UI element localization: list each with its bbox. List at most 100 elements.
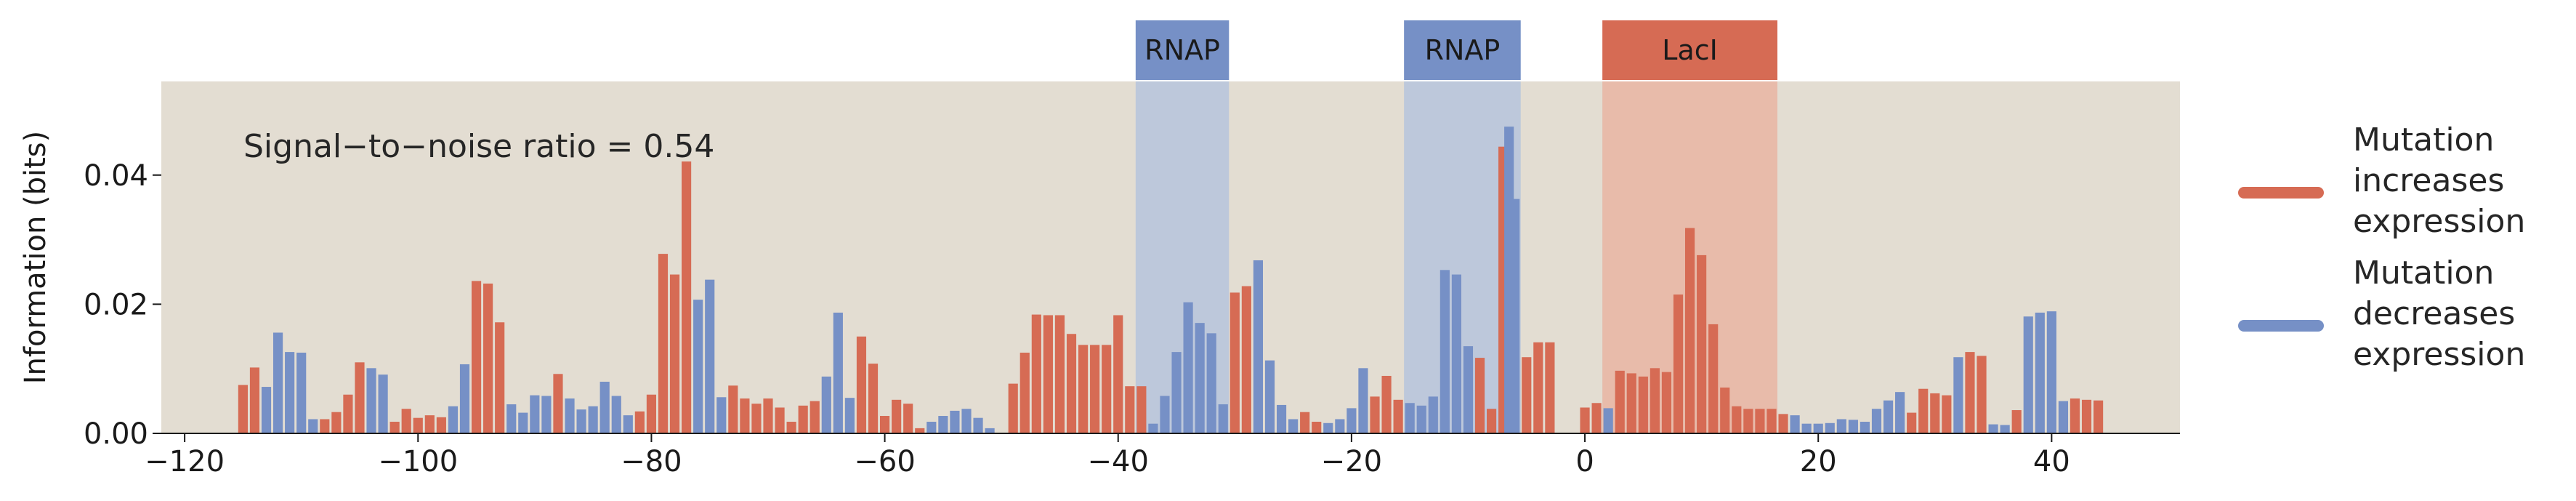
bar-decrease-33 bbox=[1171, 352, 1182, 433]
y-tick-label-0: 0.00 bbox=[84, 417, 148, 451]
region-header-laci-2 bbox=[1602, 20, 1778, 80]
bar-increase-20 bbox=[728, 385, 738, 433]
x-tick-label-5: −20 bbox=[1321, 445, 1382, 478]
bar-increase-47 bbox=[1241, 286, 1251, 433]
bar-increase-81 bbox=[1977, 356, 1987, 433]
bar-decrease-66 bbox=[1988, 424, 1998, 433]
bar-increase-80 bbox=[1965, 352, 1975, 433]
bar-decrease-61 bbox=[1860, 422, 1870, 433]
bar-increase-8 bbox=[413, 417, 423, 433]
bar-increase-60 bbox=[1591, 403, 1602, 433]
bar-decrease-40 bbox=[1276, 404, 1287, 433]
legend-label-decrease-line-0: Mutation bbox=[2353, 254, 2494, 292]
bar-increase-77 bbox=[1918, 388, 1929, 433]
x-tick-label-0: −120 bbox=[145, 445, 225, 478]
bar-decrease-57 bbox=[1813, 423, 1823, 433]
bar-increase-15 bbox=[634, 411, 645, 433]
bar-increase-71 bbox=[1732, 406, 1742, 433]
bar-increase-31 bbox=[892, 399, 902, 433]
bar-increase-42 bbox=[1102, 345, 1112, 433]
bar-decrease-45 bbox=[1358, 368, 1368, 433]
region-header-rnap-0 bbox=[1135, 20, 1230, 80]
bar-decrease-10 bbox=[518, 412, 528, 433]
bar-decrease-17 bbox=[611, 396, 621, 433]
bar-decrease-32 bbox=[1160, 396, 1170, 433]
region-label-rnap-0: RNAP bbox=[1144, 34, 1220, 66]
bar-decrease-19 bbox=[693, 300, 703, 433]
bar-decrease-59 bbox=[1836, 419, 1846, 433]
x-tick-label-8: 40 bbox=[2033, 445, 2070, 478]
bar-increase-69 bbox=[1708, 324, 1719, 433]
bar-increase-23 bbox=[763, 398, 773, 433]
bar-decrease-64 bbox=[1895, 392, 1905, 433]
bar-increase-58 bbox=[1545, 342, 1555, 433]
bar-increase-73 bbox=[1755, 409, 1765, 433]
bar-increase-70 bbox=[1720, 387, 1730, 433]
bar-increase-79 bbox=[1942, 395, 1952, 433]
x-tick-label-6: 0 bbox=[1575, 445, 1594, 478]
bar-decrease-35 bbox=[1195, 323, 1205, 433]
bar-decrease-44 bbox=[1346, 408, 1357, 433]
bar-decrease-28 bbox=[961, 409, 972, 433]
bar-increase-21 bbox=[740, 398, 750, 433]
bar-increase-62 bbox=[1626, 373, 1636, 433]
bar-decrease-20 bbox=[705, 279, 715, 433]
bar-increase-22 bbox=[751, 404, 762, 433]
bar-increase-67 bbox=[1684, 228, 1695, 433]
bar-increase-44 bbox=[1125, 386, 1135, 433]
bar-increase-76 bbox=[1907, 412, 1917, 433]
bar-decrease-22 bbox=[821, 376, 831, 433]
bar-decrease-71 bbox=[2058, 401, 2069, 433]
bar-increase-78 bbox=[1930, 393, 1940, 433]
bar-decrease-70 bbox=[2046, 311, 2056, 433]
bar-decrease-48 bbox=[1428, 396, 1438, 433]
bar-increase-13 bbox=[495, 322, 505, 433]
bar-increase-30 bbox=[880, 416, 890, 433]
bar-increase-0 bbox=[238, 385, 248, 433]
bar-increase-45 bbox=[1136, 386, 1147, 433]
bar-decrease-31 bbox=[1148, 423, 1158, 433]
bar-increase-74 bbox=[1767, 409, 1777, 433]
bar-increase-41 bbox=[1090, 345, 1100, 433]
bar-decrease-1 bbox=[272, 332, 283, 433]
bar-increase-28 bbox=[856, 336, 867, 433]
bar-decrease-8 bbox=[459, 364, 470, 433]
bar-increase-54 bbox=[1487, 409, 1497, 433]
bar-increase-33 bbox=[915, 428, 925, 433]
bar-increase-5 bbox=[355, 362, 365, 433]
bar-increase-35 bbox=[1020, 352, 1030, 433]
bar-decrease-53 bbox=[1504, 127, 1514, 433]
bar-decrease-9 bbox=[506, 404, 517, 433]
bar-decrease-14 bbox=[576, 409, 586, 433]
bar-decrease-58 bbox=[1825, 422, 1835, 433]
bar-decrease-26 bbox=[938, 416, 948, 433]
bar-increase-38 bbox=[1054, 315, 1065, 433]
bar-increase-3 bbox=[331, 412, 342, 433]
bar-increase-56 bbox=[1522, 357, 1532, 433]
bar-increase-10 bbox=[436, 417, 446, 433]
bar-decrease-34 bbox=[1183, 302, 1193, 433]
bar-increase-36 bbox=[1031, 314, 1041, 433]
bar-increase-64 bbox=[1650, 368, 1660, 433]
bar-increase-46 bbox=[1230, 292, 1240, 433]
bar-increase-12 bbox=[483, 283, 493, 433]
bar-decrease-12 bbox=[541, 396, 552, 433]
bar-increase-25 bbox=[786, 422, 796, 433]
bar-decrease-23 bbox=[833, 312, 843, 433]
bar-decrease-55 bbox=[1790, 415, 1800, 433]
bar-increase-61 bbox=[1615, 370, 1625, 433]
bar-increase-43 bbox=[1113, 315, 1123, 433]
bar-decrease-51 bbox=[1463, 346, 1474, 433]
legend-label-decrease-line-1: decreases bbox=[2353, 295, 2515, 332]
bar-decrease-13 bbox=[565, 398, 575, 433]
bar-decrease-7 bbox=[448, 406, 459, 433]
bar-decrease-5 bbox=[366, 368, 376, 433]
bar-increase-85 bbox=[2093, 400, 2104, 433]
bar-increase-68 bbox=[1697, 254, 1707, 433]
bar-increase-11 bbox=[471, 281, 482, 433]
bar-decrease-46 bbox=[1405, 403, 1415, 433]
bar-decrease-65 bbox=[1953, 357, 1963, 433]
bar-decrease-21 bbox=[716, 397, 727, 433]
